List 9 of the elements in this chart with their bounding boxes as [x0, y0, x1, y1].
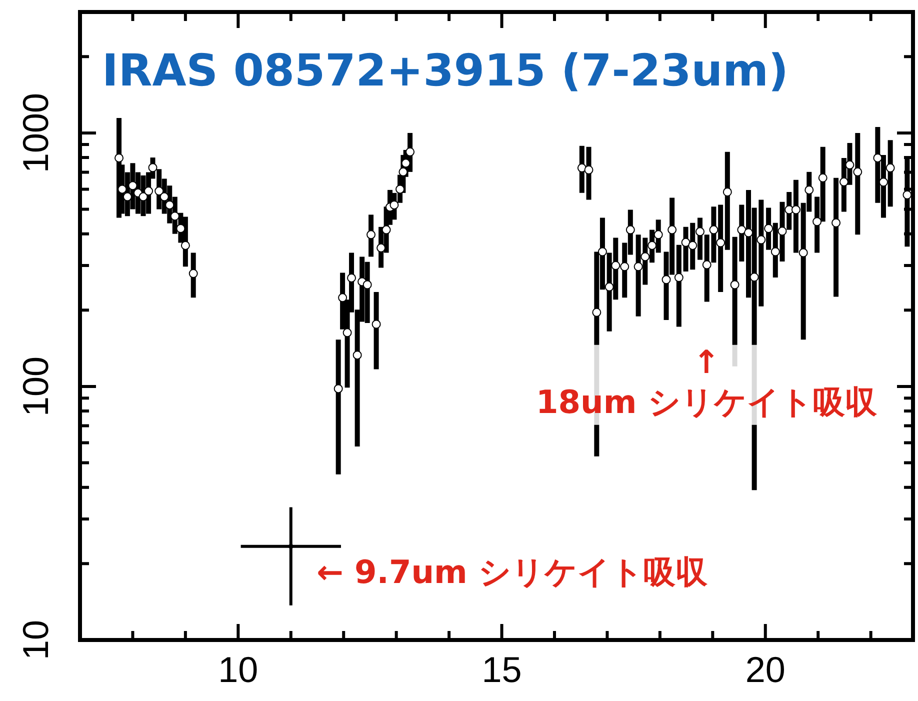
x-tick-label: 10 [218, 648, 258, 690]
x-tick-label: 20 [745, 648, 786, 690]
annotation: ↑ 18um シリケイト吸収 [536, 343, 878, 422]
y-tick-label: 1000 [14, 92, 56, 174]
y-tick-label: 10 [14, 620, 56, 660]
annotation: ← 9.7um シリケイト吸収 [316, 553, 708, 591]
y-tick-label: 100 [14, 356, 56, 417]
text: IRAS 08572+3915 (7-23um) [102, 45, 789, 96]
x-tick-label: 15 [482, 648, 522, 690]
